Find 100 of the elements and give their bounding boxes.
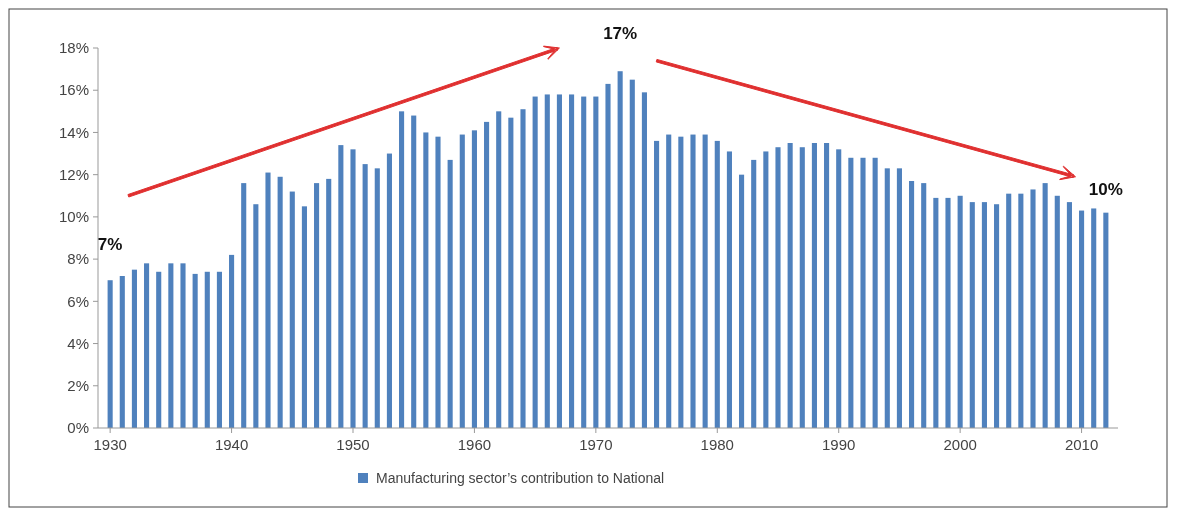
bar (459, 134, 465, 428)
bar (544, 94, 550, 428)
bar (265, 172, 271, 428)
x-tick-label: 1950 (336, 436, 370, 453)
y-tick-label: 4% (67, 334, 89, 352)
bar (909, 181, 915, 428)
y-tick-label: 16% (58, 81, 89, 99)
bar (180, 263, 186, 428)
bar (119, 276, 125, 428)
bar (945, 197, 951, 428)
bar (1079, 210, 1085, 428)
bar (435, 136, 441, 428)
bar (1103, 212, 1109, 428)
bar (824, 143, 830, 428)
bar (168, 263, 174, 428)
bar (763, 151, 769, 428)
bar (471, 130, 477, 428)
legend-label: Manufacturing sector’s contribution to National (376, 469, 665, 486)
y-tick-label: 18% (58, 39, 89, 57)
x-tick-label: 1980 (700, 436, 734, 453)
bar (277, 176, 283, 428)
bar (1091, 208, 1097, 428)
bar (811, 143, 817, 428)
bar (192, 273, 198, 428)
bar (569, 94, 575, 428)
y-tick-label: 2% (67, 377, 89, 395)
bar (399, 111, 405, 428)
bar (884, 168, 890, 428)
bar (739, 174, 745, 428)
bar (532, 96, 538, 428)
bar (654, 140, 660, 428)
bar (411, 115, 417, 428)
bar (1018, 193, 1024, 428)
y-tick-label: 10% (58, 208, 89, 226)
bar (216, 271, 222, 428)
bar (799, 147, 805, 428)
bar (921, 183, 927, 428)
bar (581, 96, 587, 428)
bar (666, 134, 672, 428)
bar (350, 149, 356, 428)
bar (836, 149, 842, 428)
annotation: 17% (603, 24, 638, 44)
x-tick-label: 2010 (1064, 436, 1099, 453)
bar (593, 96, 599, 428)
x-tick-label: 1940 (214, 436, 249, 453)
bar (144, 263, 150, 428)
bar (447, 159, 453, 428)
bar (131, 269, 137, 428)
bar (751, 159, 757, 428)
bar (629, 79, 635, 428)
x-tick-label: 1970 (579, 436, 613, 453)
bar (1042, 183, 1048, 428)
bar (386, 153, 392, 428)
bar (338, 145, 344, 428)
bar (423, 132, 429, 428)
bar (204, 271, 210, 428)
bar (690, 134, 696, 428)
bar (860, 157, 866, 428)
bar (508, 117, 514, 428)
bar (726, 151, 732, 428)
x-tick-label: 1960 (457, 436, 492, 453)
bar (253, 204, 259, 428)
bar (994, 204, 1000, 428)
bar (981, 202, 987, 428)
y-tick-label: 6% (67, 292, 89, 310)
bar (1066, 202, 1072, 428)
bar (241, 183, 247, 428)
annotation: 10% (1088, 179, 1123, 199)
x-tick-label: 1990 (822, 436, 856, 453)
y-tick-label: 8% (67, 250, 89, 268)
bar (617, 71, 623, 428)
bar (289, 191, 295, 428)
bar (326, 178, 332, 428)
bar (107, 280, 113, 428)
x-tick-label: 2000 (943, 436, 977, 453)
bar (775, 147, 781, 428)
bar (1054, 195, 1060, 428)
bar (714, 140, 720, 428)
y-tick-label: 14% (58, 123, 89, 141)
bar (896, 168, 902, 428)
bar (957, 195, 963, 428)
bar (641, 92, 647, 428)
bar (362, 164, 368, 428)
bar (872, 157, 878, 428)
bar (933, 197, 939, 428)
bar (556, 94, 562, 428)
bar (301, 206, 307, 428)
bar (1030, 189, 1036, 428)
annotation: 7% (97, 235, 123, 255)
bar (702, 134, 708, 428)
bar (678, 136, 684, 428)
bar (229, 254, 235, 428)
bar (156, 271, 162, 428)
bar (1006, 193, 1012, 428)
bar (848, 157, 854, 428)
y-tick-label: 0% (67, 419, 89, 437)
x-tick-label: 1930 (93, 436, 127, 453)
y-tick-label: 12% (58, 165, 89, 183)
bar (969, 202, 975, 428)
bar (314, 183, 320, 428)
